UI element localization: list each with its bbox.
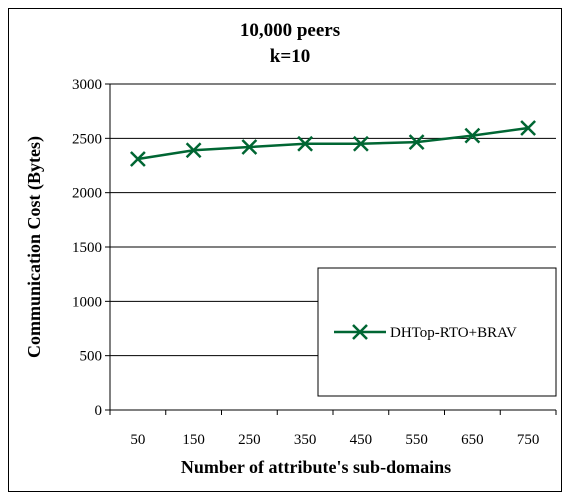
data-point-marker bbox=[185, 142, 202, 159]
x-axis-title: Number of attribute's sub-domains bbox=[181, 457, 451, 477]
y-tick-label: 500 bbox=[80, 349, 103, 365]
x-tick-label: 550 bbox=[405, 432, 428, 448]
x-tick-label: 250 bbox=[238, 432, 261, 448]
chart-title-line-2: k=10 bbox=[270, 46, 310, 67]
x-tick-label: 350 bbox=[294, 432, 317, 448]
legend-x-marker bbox=[352, 324, 368, 340]
x-tick-label: 650 bbox=[461, 432, 484, 448]
x-axis-ticks: 50 150 250 350 450 550 650 750 bbox=[109, 410, 557, 448]
series-line-0 bbox=[137, 126, 529, 161]
chart-title-line-1: 10,000 peers bbox=[240, 20, 340, 41]
data-point-marker bbox=[408, 134, 425, 151]
data-point-marker bbox=[520, 120, 537, 136]
y-axis-title: Communication Cost (Bytes) bbox=[24, 136, 45, 358]
x-tick-label: 50 bbox=[130, 432, 145, 448]
series-layer bbox=[129, 120, 537, 167]
x-tick-label: 750 bbox=[517, 432, 540, 448]
y-tick-label: 0 bbox=[95, 403, 103, 419]
y-tick-label: 2000 bbox=[72, 186, 102, 202]
y-axis-ticks: 0 500 1000 1500 2000 2500 3000 bbox=[72, 77, 110, 419]
legend: DHTop-RTO+BRAV bbox=[317, 267, 557, 397]
data-point-marker bbox=[352, 135, 369, 152]
data-point-marker bbox=[241, 139, 258, 155]
data-point-marker bbox=[297, 135, 314, 152]
data-point-marker bbox=[464, 127, 481, 144]
y-tick-label: 2500 bbox=[72, 131, 102, 147]
y-tick-label: 3000 bbox=[72, 77, 102, 93]
x-tick-label: 450 bbox=[350, 432, 373, 448]
data-point-marker bbox=[129, 151, 146, 167]
x-tick-label: 150 bbox=[182, 432, 205, 448]
legend-label: DHTop-RTO+BRAV bbox=[390, 325, 517, 341]
y-tick-label: 1000 bbox=[72, 294, 102, 310]
y-tick-label: 1500 bbox=[72, 240, 102, 256]
